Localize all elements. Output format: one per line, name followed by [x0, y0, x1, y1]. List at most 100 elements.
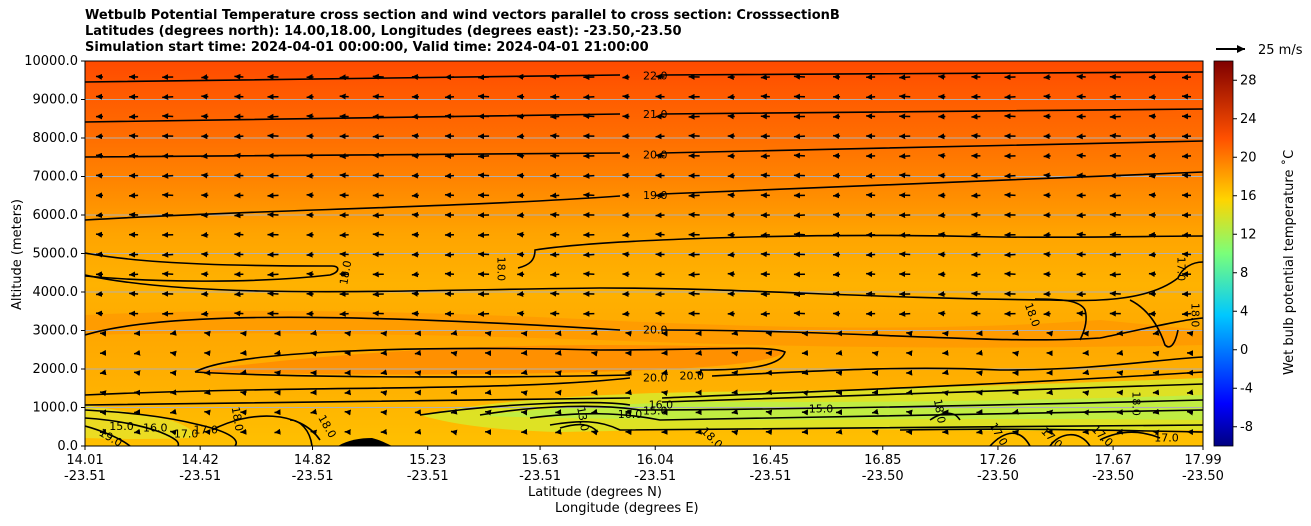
wind-vector [450, 329, 458, 336]
x-tick-label-lon: -23.50 [1092, 469, 1134, 484]
x-tick-label-lat: 17.99 [1184, 453, 1221, 468]
wind-vector [591, 350, 598, 357]
wind-vector [478, 153, 490, 160]
wind-vector [234, 310, 244, 317]
contour-label: 17.0 [174, 427, 199, 440]
wind-vector [793, 152, 805, 159]
contour-22 [85, 71, 1203, 83]
wind-vector [517, 133, 525, 140]
wind-vector [129, 132, 139, 139]
wind-vector [832, 211, 841, 218]
wind-vector [1043, 74, 1051, 81]
wind-vector [866, 271, 876, 278]
wind-vector [1043, 172, 1051, 179]
wind-vector [942, 390, 949, 397]
colorbar-tick-label: 0 [1240, 343, 1248, 358]
x-tick-label-lat: 16.04 [637, 453, 674, 468]
wind-vector [727, 172, 735, 179]
wind-vector [372, 212, 384, 219]
wind-vector [688, 113, 700, 120]
wind-vector [760, 231, 770, 238]
wind-vector [201, 251, 209, 258]
wind-vector [274, 370, 281, 377]
contour-label: 18.0 [1130, 391, 1143, 416]
wind-vector [971, 271, 981, 278]
y-tick-label: 5000.0 [33, 247, 79, 262]
title-line-1: Wetbulb Potential Temperature cross sect… [85, 8, 840, 23]
wind-vector [899, 251, 911, 258]
wind-vector [550, 211, 560, 218]
wind-vector [622, 93, 630, 100]
contour-label: 17.0 [1175, 257, 1188, 282]
wind-vector [444, 251, 455, 258]
wind-vector [906, 330, 913, 337]
wind-vector [444, 192, 455, 199]
contour-label: 20.0 [680, 370, 705, 383]
wind-vector [550, 271, 560, 278]
wind-vector [971, 211, 981, 218]
wind-vector [688, 192, 700, 199]
wind-vector [695, 349, 703, 356]
colorbar-tick-label: 16 [1240, 189, 1257, 204]
wind-vector [372, 152, 384, 159]
wind-vector [344, 409, 352, 416]
wind-vector [274, 349, 281, 356]
wind-vector [583, 251, 595, 258]
contour-21 [85, 108, 1203, 123]
y-tick-label: 9000.0 [33, 93, 79, 108]
chart-title: Wetbulb Potential Temperature cross sect… [85, 8, 840, 56]
wind-vector [1109, 271, 1121, 278]
wind-vector [411, 211, 419, 218]
y-axis-label: Altitude (meters) [10, 199, 25, 310]
y-tick-label: 7000.0 [33, 170, 79, 185]
x-tick-label-lon: -23.51 [292, 469, 334, 484]
x-tick-label-lon: -23.50 [977, 469, 1019, 484]
wind-vector [1076, 310, 1086, 317]
y-tick-label: 10000.0 [24, 54, 78, 69]
contour-left-3 [85, 425, 131, 446]
terrain [338, 438, 392, 446]
y-tick-label: 4000.0 [33, 285, 79, 300]
wind-vector [306, 113, 314, 120]
wind-vector [162, 251, 174, 258]
contour-right-1 [989, 432, 1031, 446]
wind-vector [1116, 349, 1124, 356]
colorbar-tick-label: -4 [1240, 381, 1253, 396]
wind-vector [655, 291, 665, 298]
wind-vector [971, 290, 981, 297]
contour-lines [85, 71, 1203, 446]
wind-vector [938, 231, 946, 238]
wind-vector [976, 428, 983, 435]
colorbar-tick-label: 8 [1240, 266, 1248, 281]
wind-vector [688, 211, 700, 218]
wind-vector [1148, 251, 1156, 258]
wind-vector [1076, 73, 1086, 80]
wind-vector [372, 310, 384, 317]
wind-vector [731, 429, 739, 436]
wind-vector [1004, 192, 1016, 199]
wind-vector [95, 231, 104, 238]
wind-vector [1076, 291, 1086, 298]
wind-vector [1082, 369, 1090, 376]
wind-vector [306, 172, 314, 179]
wind-vector [162, 192, 174, 199]
wind-vector [450, 350, 458, 357]
x-tick-label-lat: 14.01 [66, 453, 103, 468]
contour-label: 22.0 [643, 69, 668, 82]
wind-vector [731, 408, 739, 415]
contour-label: 15.0 [109, 420, 134, 433]
contour-right-2 [1049, 433, 1091, 446]
wind-vector [1181, 93, 1192, 100]
wind-vector [129, 211, 139, 218]
wind-vector [591, 408, 598, 415]
wind-vector [1004, 172, 1016, 179]
wind-vector [201, 310, 209, 317]
wind-vector [622, 74, 630, 81]
wind-vector [344, 330, 352, 337]
wind-vector [727, 113, 735, 120]
wind-vector [162, 270, 174, 277]
wind-vector [344, 389, 352, 396]
contour-label: 15.0 [643, 404, 668, 417]
x-tick-label-lat: 15.63 [521, 453, 558, 468]
